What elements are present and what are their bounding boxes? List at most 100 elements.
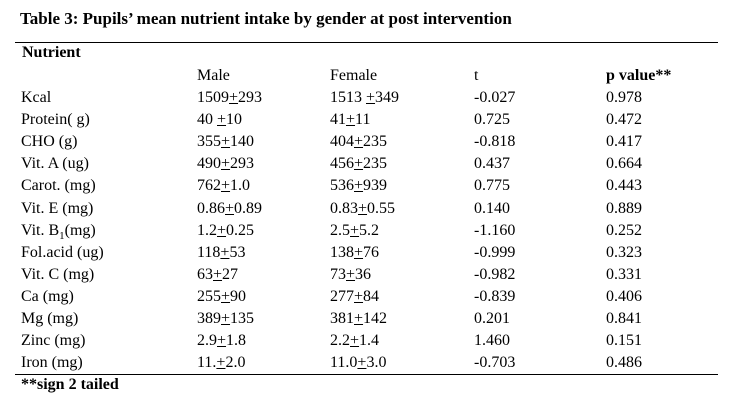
cell-p-value: 0.151 bbox=[606, 332, 642, 349]
male-mean: 255 bbox=[197, 288, 221, 305]
cell-p-value: 0.406 bbox=[606, 288, 642, 305]
cell-female: 536+939 bbox=[330, 177, 387, 195]
plus-minus-symbol: + bbox=[366, 89, 376, 106]
plus-minus-symbol: + bbox=[354, 177, 364, 194]
plus-minus-symbol: + bbox=[350, 222, 360, 239]
female-sd: 36 bbox=[355, 266, 372, 283]
plus-minus-symbol: + bbox=[221, 310, 231, 327]
male-sd: 1.8 bbox=[226, 332, 247, 349]
column-header-male: Male bbox=[197, 67, 230, 84]
cell-male: 118+53 bbox=[197, 244, 245, 262]
cell-nutrient: Ca (mg) bbox=[21, 288, 74, 305]
cell-nutrient: Carot. (mg) bbox=[21, 177, 96, 194]
table-top-rule bbox=[15, 42, 718, 43]
cell-nutrient: Iron (mg) bbox=[21, 354, 83, 371]
nutrient-label-subscript: 1 bbox=[59, 230, 65, 243]
table-bottom-rule bbox=[15, 374, 718, 375]
male-sd: 140 bbox=[230, 133, 255, 150]
cell-p-value: 0.486 bbox=[606, 354, 642, 371]
cell-male: 389+135 bbox=[197, 310, 254, 328]
cell-female: 2.2+1.4 bbox=[330, 332, 379, 350]
male-sd: 293 bbox=[238, 89, 263, 106]
male-mean: 63 bbox=[197, 266, 213, 283]
cell-male: 63+27 bbox=[197, 266, 238, 284]
cell-nutrient: Kcal bbox=[21, 89, 52, 106]
cell-t-statistic: -0.982 bbox=[474, 266, 516, 283]
cell-t-statistic: 0.201 bbox=[474, 310, 510, 327]
plus-minus-symbol: + bbox=[346, 266, 356, 283]
plus-minus-symbol: + bbox=[221, 133, 231, 150]
cell-nutrient: Zinc (mg) bbox=[21, 332, 86, 349]
plus-minus-symbol: + bbox=[350, 332, 360, 349]
plus-minus-symbol: + bbox=[217, 332, 227, 349]
nutrient-label-suffix: (mg) bbox=[64, 222, 96, 239]
female-mean: 277 bbox=[330, 288, 354, 305]
female-sd: 5.2 bbox=[359, 222, 380, 239]
cell-male: 40 +10 bbox=[197, 111, 242, 129]
male-sd: 0.25 bbox=[226, 222, 255, 239]
cell-male: 1.2+0.25 bbox=[197, 222, 254, 240]
plus-minus-symbol: + bbox=[346, 111, 356, 128]
table-title: Table 3: Pupils’ mean nutrient intake by… bbox=[20, 9, 512, 28]
female-sd: 3.0 bbox=[366, 354, 387, 371]
female-mean: 1513 bbox=[330, 89, 366, 106]
cell-p-value: 0.889 bbox=[606, 200, 642, 217]
cell-p-value: 0.978 bbox=[606, 89, 642, 106]
male-sd: 1.0 bbox=[230, 177, 251, 194]
cell-female: 456+235 bbox=[330, 155, 387, 173]
plus-minus-symbol: + bbox=[225, 200, 235, 217]
plus-minus-symbol: + bbox=[354, 133, 364, 150]
cell-t-statistic: -1.160 bbox=[474, 222, 516, 239]
nutrient-group-header: Nutrient bbox=[22, 44, 81, 61]
female-sd: 235 bbox=[363, 133, 388, 150]
cell-t-statistic: -0.027 bbox=[474, 89, 516, 106]
cell-female: 1513 +349 bbox=[330, 89, 399, 107]
plus-minus-symbol: + bbox=[216, 354, 226, 371]
cell-p-value: 0.841 bbox=[606, 310, 642, 327]
plus-minus-symbol: + bbox=[221, 288, 231, 305]
female-sd: 1.4 bbox=[359, 332, 380, 349]
cell-p-value: 0.443 bbox=[606, 177, 642, 194]
cell-nutrient: Mg (mg) bbox=[21, 310, 79, 327]
cell-male: 0.86+0.89 bbox=[197, 200, 262, 218]
female-mean: 41 bbox=[330, 111, 346, 128]
male-mean: 2.9 bbox=[197, 332, 217, 349]
cell-male: 1509+293 bbox=[197, 89, 262, 107]
male-mean: 1509 bbox=[197, 89, 229, 106]
cell-t-statistic: -0.839 bbox=[474, 288, 516, 305]
column-header-female: Female bbox=[330, 67, 378, 84]
male-sd: 2.0 bbox=[225, 354, 246, 371]
table-footnote: **sign 2 tailed bbox=[21, 376, 119, 393]
cell-nutrient: Vit. A (ug) bbox=[21, 155, 89, 172]
plus-minus-symbol: + bbox=[217, 222, 227, 239]
plus-minus-symbol: + bbox=[354, 155, 364, 172]
cell-nutrient: Vit. C (mg) bbox=[21, 266, 95, 283]
cell-p-value: 0.417 bbox=[606, 133, 642, 150]
plus-minus-symbol: + bbox=[358, 200, 368, 217]
cell-t-statistic: 0.437 bbox=[474, 155, 510, 172]
cell-t-statistic: -0.818 bbox=[474, 133, 516, 150]
cell-female: 73+36 bbox=[330, 266, 371, 284]
cell-male: 255+90 bbox=[197, 288, 246, 306]
cell-female: 41+11 bbox=[330, 111, 370, 129]
cell-p-value: 0.331 bbox=[606, 266, 642, 283]
male-mean: 118 bbox=[197, 244, 221, 261]
female-mean: 11.0 bbox=[330, 354, 358, 371]
female-sd: 142 bbox=[363, 310, 388, 327]
female-sd: 11 bbox=[355, 111, 371, 128]
male-sd: 27 bbox=[222, 266, 239, 283]
plus-minus-symbol: + bbox=[357, 354, 367, 371]
cell-male: 490+293 bbox=[197, 155, 254, 173]
female-sd: 0.55 bbox=[367, 200, 396, 217]
cell-female: 404+235 bbox=[330, 133, 387, 151]
plus-minus-symbol: + bbox=[213, 266, 223, 283]
female-mean: 536 bbox=[330, 177, 354, 194]
female-mean: 2.5 bbox=[330, 222, 350, 239]
nutrient-label-prefix: Vit. B bbox=[21, 222, 60, 239]
female-mean: 0.83 bbox=[330, 200, 358, 217]
cell-nutrient: Vit. B1(mg) bbox=[21, 222, 96, 243]
cell-t-statistic: -0.999 bbox=[474, 244, 516, 261]
male-mean: 355 bbox=[197, 133, 221, 150]
male-mean: 0.86 bbox=[197, 200, 225, 217]
male-sd: 53 bbox=[229, 244, 246, 261]
